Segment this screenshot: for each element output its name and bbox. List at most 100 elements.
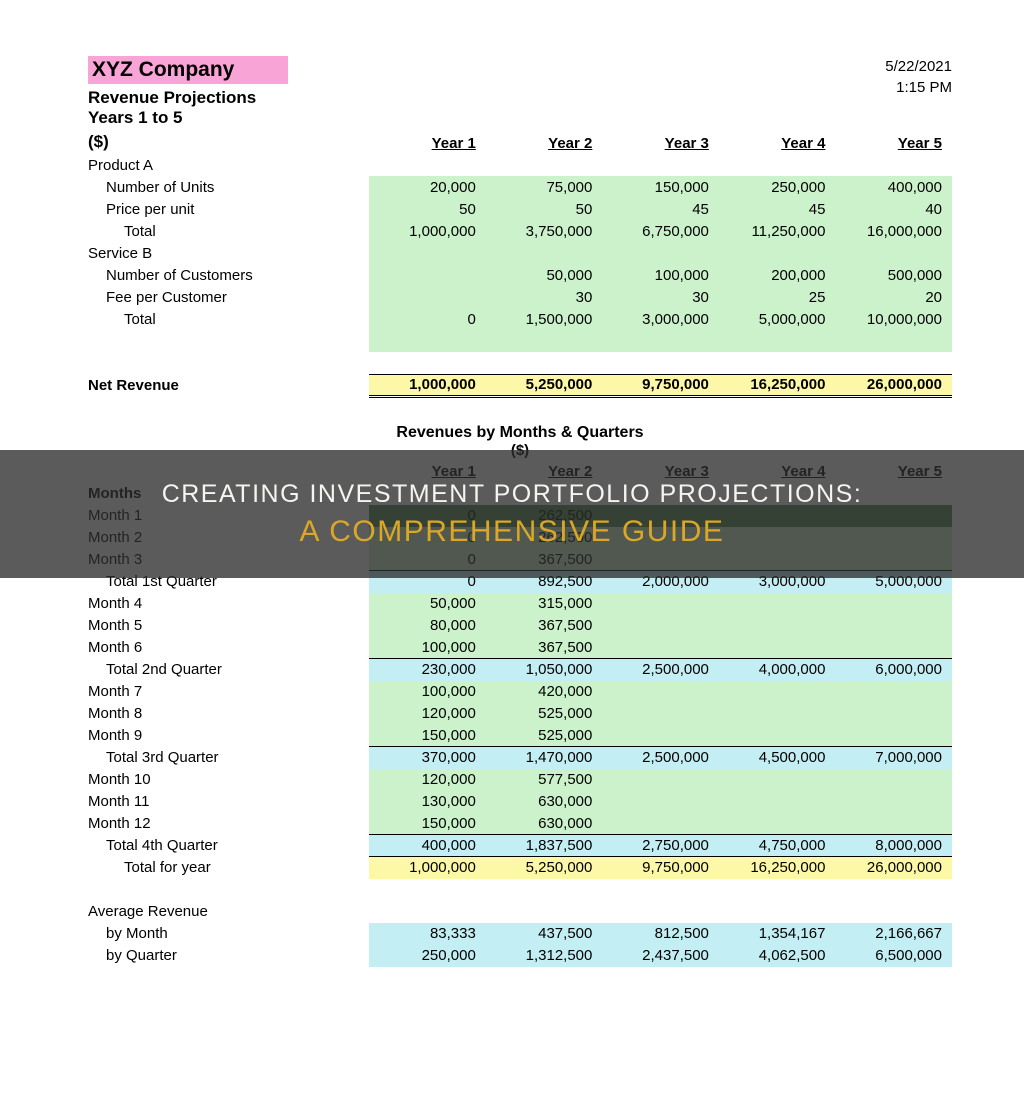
cell: 100,000: [602, 264, 719, 286]
cell: 630,000: [486, 813, 603, 835]
cell: 150,000: [369, 813, 486, 835]
company-name: XYZ Company: [88, 56, 288, 84]
title-overlay: CREATING INVESTMENT PORTFOLIO PROJECTION…: [0, 450, 1024, 578]
cell: 1,000,000: [369, 857, 486, 879]
cell: 420,000: [486, 681, 603, 703]
fee-label: Fee per Customer: [88, 286, 369, 308]
cell: [835, 769, 952, 791]
cell: [719, 637, 836, 659]
overlay-line-2: A COMPREHENSIVE GUIDE: [300, 515, 725, 549]
cell: 50,000: [486, 264, 603, 286]
cell: [835, 813, 952, 835]
cell: 75,000: [486, 176, 603, 198]
cell: [602, 681, 719, 703]
cell: 437,500: [486, 923, 603, 945]
row-label: Total for year: [88, 857, 369, 879]
product-total-label: Total: [88, 220, 369, 242]
currency-label: ($): [88, 132, 288, 152]
overlay-line-1: CREATING INVESTMENT PORTFOLIO PROJECTION…: [162, 480, 863, 509]
col-year-3: Year 3: [602, 132, 719, 154]
cell: 5,250,000: [486, 374, 603, 396]
cell: 4,062,500: [719, 945, 836, 967]
cell: 11,250,000: [719, 220, 836, 242]
table-row: Month 10120,000577,500: [88, 769, 952, 791]
cell: 120,000: [369, 703, 486, 725]
cell: 1,000,000: [369, 374, 486, 396]
cell: [369, 286, 486, 308]
cell: 4,000,000: [719, 659, 836, 681]
cell: 2,500,000: [602, 659, 719, 681]
cell: 16,250,000: [719, 374, 836, 396]
cell: 16,000,000: [835, 220, 952, 242]
cell: 0: [369, 308, 486, 330]
cell: [835, 615, 952, 637]
subtitle-1: Revenue Projections: [88, 88, 288, 108]
cell: 83,333: [369, 923, 486, 945]
cell: 6,750,000: [602, 220, 719, 242]
cell: 100,000: [369, 681, 486, 703]
table-row: Total 4th Quarter400,0001,837,5002,750,0…: [88, 835, 952, 857]
cell: 577,500: [486, 769, 603, 791]
by-month-label: by Month: [88, 923, 369, 945]
row-by-quarter: by Quarter 250,000 1,312,500 2,437,500 4…: [88, 945, 952, 967]
cell: 150,000: [602, 176, 719, 198]
cell: [719, 703, 836, 725]
cell: 5,250,000: [486, 857, 603, 879]
cell: [835, 593, 952, 615]
cell: [369, 264, 486, 286]
cell: [835, 725, 952, 747]
cell: 200,000: [719, 264, 836, 286]
cell: 250,000: [369, 945, 486, 967]
cell: 500,000: [835, 264, 952, 286]
row-label: Month 8: [88, 703, 369, 725]
table-row: Month 6100,000367,500: [88, 637, 952, 659]
cell: 1,500,000: [486, 308, 603, 330]
cell: 26,000,000: [835, 374, 952, 396]
cell: [602, 725, 719, 747]
row-customers: Number of Customers 50,000 100,000 200,0…: [88, 264, 952, 286]
cell: 50: [369, 198, 486, 220]
cell: 150,000: [369, 725, 486, 747]
cell: 45: [602, 198, 719, 220]
table-row: Month 450,000315,000: [88, 593, 952, 615]
cell: 100,000: [369, 637, 486, 659]
cell: 20: [835, 286, 952, 308]
cell: 50: [486, 198, 603, 220]
table-row: Month 12150,000630,000: [88, 813, 952, 835]
cell: [719, 681, 836, 703]
row-product-total: Total 1,000,000 3,750,000 6,750,000 11,2…: [88, 220, 952, 242]
cell: [602, 703, 719, 725]
row-service-total: Total 0 1,500,000 3,000,000 5,000,000 10…: [88, 308, 952, 330]
cell: 1,312,500: [486, 945, 603, 967]
cell: [835, 703, 952, 725]
cell: 230,000: [369, 659, 486, 681]
cell: [719, 813, 836, 835]
cell: 1,050,000: [486, 659, 603, 681]
cell: 30: [486, 286, 603, 308]
cell: 9,750,000: [602, 374, 719, 396]
cell: [602, 813, 719, 835]
table-row: Total for year1,000,0005,250,0009,750,00…: [88, 857, 952, 879]
subtitle-2: Years 1 to 5: [88, 108, 288, 128]
cell: 120,000: [369, 769, 486, 791]
cell: 20,000: [369, 176, 486, 198]
row-units: Number of Units 20,000 75,000 150,000 25…: [88, 176, 952, 198]
row-label: Month 9: [88, 725, 369, 747]
cell: 370,000: [369, 747, 486, 769]
units-label: Number of Units: [88, 176, 369, 198]
cell: [602, 769, 719, 791]
row-label: Month 6: [88, 637, 369, 659]
cell: [602, 637, 719, 659]
table-row: Total 2nd Quarter230,0001,050,0002,500,0…: [88, 659, 952, 681]
cell: [719, 725, 836, 747]
cell: 250,000: [719, 176, 836, 198]
cell: 1,354,167: [719, 923, 836, 945]
cell: 6,000,000: [835, 659, 952, 681]
cell: 5,000,000: [719, 308, 836, 330]
cell: 16,250,000: [719, 857, 836, 879]
cell: 315,000: [486, 593, 603, 615]
cell: 25: [719, 286, 836, 308]
customers-label: Number of Customers: [88, 264, 369, 286]
cell: [719, 769, 836, 791]
avg-revenue-label: Average Revenue: [88, 901, 369, 923]
